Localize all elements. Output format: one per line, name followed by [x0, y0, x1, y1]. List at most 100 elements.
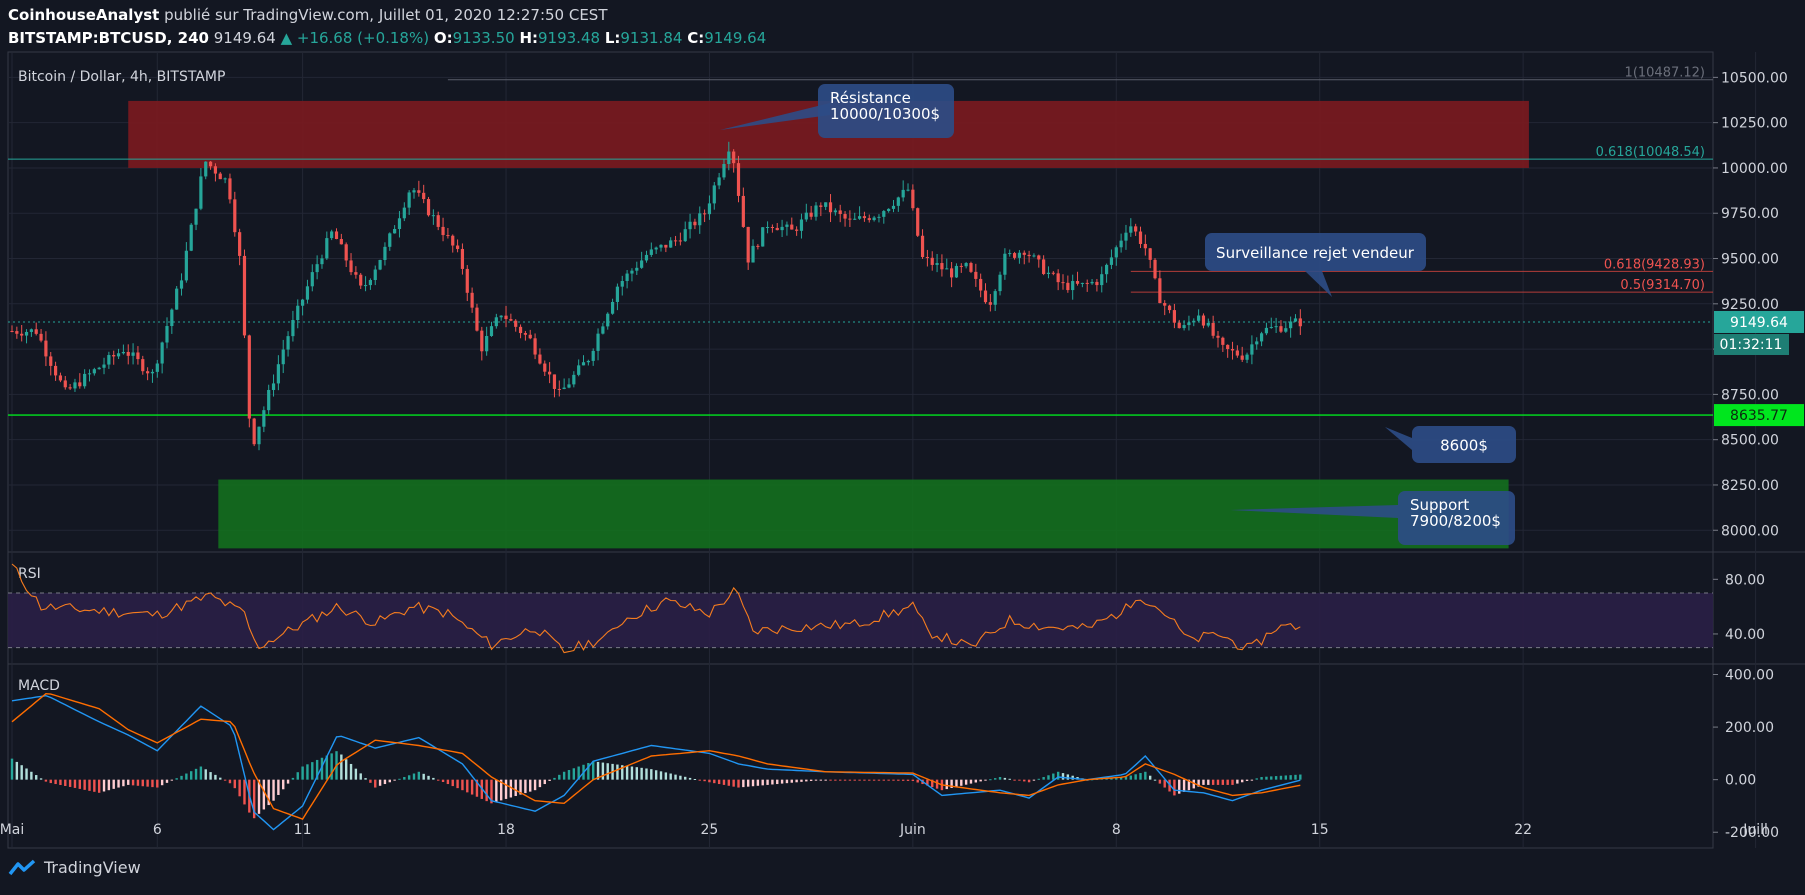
candle-down — [233, 199, 237, 233]
callout-box — [1412, 426, 1516, 463]
macd-bar — [1260, 777, 1263, 780]
macd-bar — [35, 775, 38, 780]
macd-tick-label: -200.00 — [1725, 825, 1779, 841]
macd-bar — [708, 779, 711, 783]
chart-title: Bitcoin / Dollar, 4h, BITSTAMP — [18, 69, 225, 85]
macd-bar — [88, 779, 91, 791]
candle-up — [393, 228, 397, 234]
candle-down — [334, 231, 339, 240]
candle-down — [867, 218, 871, 221]
callout-box — [1205, 233, 1426, 271]
time-tick-label: 6 — [153, 822, 162, 838]
candle-down — [480, 330, 484, 352]
time-tick-label: 25 — [701, 822, 719, 838]
macd-bar — [553, 777, 556, 780]
macd-bar — [809, 779, 813, 781]
macd-bar — [39, 778, 43, 780]
macd-bar — [688, 777, 692, 780]
high-value: 9193.48 — [538, 29, 601, 47]
candle-down — [1172, 310, 1176, 323]
candle-down — [930, 257, 934, 265]
macd-bar — [1216, 779, 1220, 785]
macd-bar — [349, 763, 353, 780]
candle-up — [751, 245, 755, 263]
candle-down — [1158, 278, 1162, 304]
candle-down — [460, 248, 465, 269]
macd-bar — [223, 779, 227, 781]
candle-up — [1090, 281, 1094, 284]
last-price-badge — [1714, 310, 1804, 333]
macd-bar — [795, 779, 798, 783]
candle-down — [339, 239, 343, 245]
candle-up — [116, 353, 121, 357]
macd-bar — [654, 770, 658, 780]
macd-bar — [1265, 776, 1268, 780]
candle-down — [673, 240, 678, 242]
macd-signal-line — [11, 692, 1301, 820]
candle-up — [368, 280, 373, 286]
macd-bar — [1003, 777, 1007, 780]
candle-down — [1095, 281, 1099, 286]
macd-bar — [771, 779, 774, 785]
macd-bar — [1241, 779, 1244, 783]
macd-bar — [964, 779, 968, 785]
candle-down — [455, 245, 460, 249]
callout-pointer — [1305, 271, 1332, 297]
macd-bar — [645, 768, 648, 780]
macd-bar — [151, 779, 154, 788]
candle-down — [228, 178, 232, 200]
candle-down — [218, 173, 222, 180]
candle-up — [635, 267, 639, 271]
macd-bar — [514, 779, 517, 797]
candle-up — [717, 177, 721, 186]
macd-line — [11, 694, 1301, 831]
macd-bar — [533, 779, 537, 791]
author-name[interactable]: CoinhouseAnalyst — [8, 6, 160, 24]
macd-bar — [916, 779, 919, 783]
published-info: publié sur TradingView.com, Juillet 01, … — [164, 6, 608, 24]
macd-bar — [1124, 776, 1128, 780]
tradingview-branding[interactable]: TradingView — [8, 858, 141, 877]
candle-down — [790, 224, 794, 230]
price-tick-label: 10000.00 — [1721, 161, 1788, 177]
macd-bar — [1061, 773, 1065, 780]
candle-up — [993, 291, 997, 305]
tradingview-logo-icon — [8, 859, 36, 875]
macd-bar — [1144, 771, 1147, 780]
macd-bar — [1274, 776, 1278, 780]
candle-up — [310, 272, 314, 287]
rsi-tick-label: 40.00 — [1725, 627, 1765, 643]
candle-up — [170, 309, 174, 327]
macd-bar — [441, 779, 445, 782]
candle-up — [1269, 327, 1273, 329]
candle-down — [523, 333, 527, 335]
candle-up — [872, 217, 876, 221]
candle-up — [189, 224, 193, 251]
macd-bar — [669, 773, 672, 780]
macd-bar — [383, 779, 387, 785]
candle-up — [577, 365, 581, 375]
candle-down — [528, 334, 532, 339]
price-tick-label: 9750.00 — [1721, 206, 1779, 222]
macd-bar — [214, 774, 217, 780]
macd-bar — [422, 773, 425, 780]
candle-down — [136, 352, 140, 360]
macd-bar — [136, 779, 140, 786]
candle-up — [499, 315, 503, 318]
macd-bar — [572, 768, 576, 780]
candle-down — [983, 290, 988, 303]
macd-bar — [703, 779, 706, 782]
candle-down — [819, 205, 823, 207]
macd-bar — [340, 754, 343, 780]
macd-bar — [1056, 771, 1060, 780]
macd-bar — [499, 779, 503, 801]
macd-bar — [562, 771, 566, 780]
macd-bar — [185, 773, 188, 780]
candle-up — [485, 335, 489, 352]
macd-bar — [819, 779, 823, 781]
symbol-label[interactable]: BITSTAMP:BTCUSD, 240 — [8, 29, 209, 47]
macd-bar — [800, 779, 803, 782]
macd-bar — [180, 775, 183, 780]
